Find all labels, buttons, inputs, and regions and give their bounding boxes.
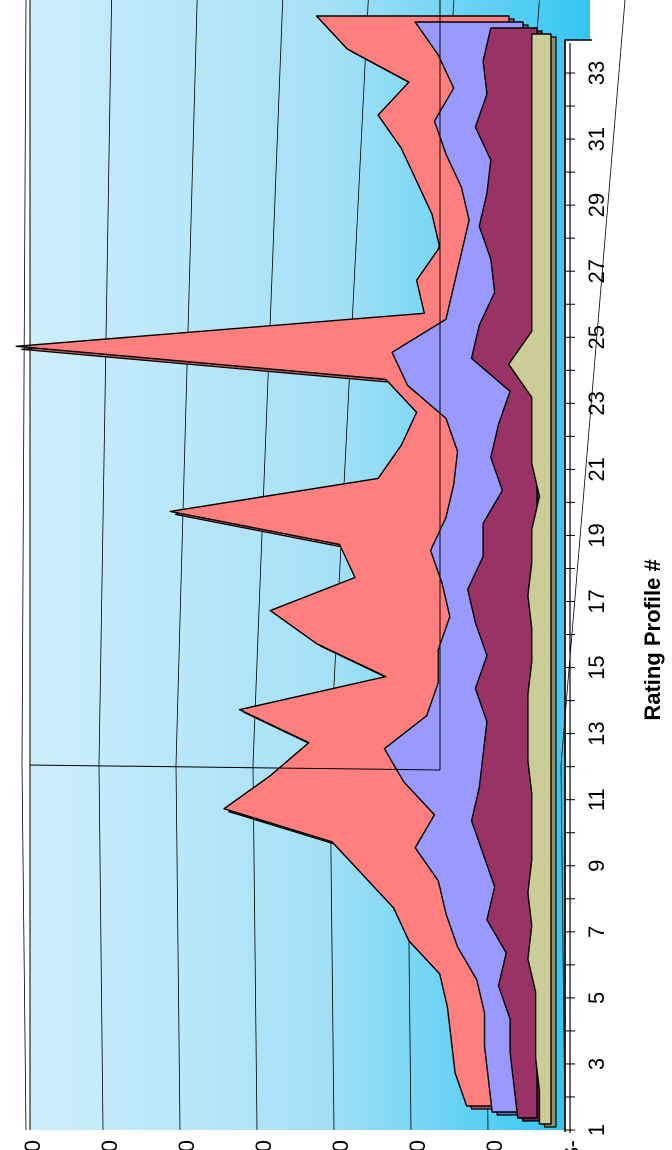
x-tick-label: 9 [584, 860, 609, 872]
x-tick-label: 21 [584, 457, 609, 481]
y-tick-label: $2,000 [405, 1140, 430, 1150]
x-tick-label: 7 [584, 926, 609, 938]
y-gridline-back [175, 0, 198, 766]
y-tick-label: $- [559, 1140, 584, 1150]
y-tick-label: $5,000 [174, 1140, 199, 1150]
series-area [467, 27, 543, 1122]
y-gridline [21, 764, 27, 1131]
y-gridline [175, 764, 181, 1131]
y-tick-label: $6,000 [97, 1140, 122, 1150]
y-gridline-back [560, 0, 626, 766]
y-tick-label: $3,000 [328, 1140, 353, 1150]
plot-frame [29, 0, 592, 1132]
x-tick-label: 29 [584, 193, 609, 217]
x-tick-label: 13 [584, 721, 609, 745]
x-tick-label: 3 [584, 1058, 609, 1070]
x-tick-label: 33 [584, 61, 609, 85]
x-tick-label: 31 [584, 127, 609, 151]
series-area [15, 15, 515, 1110]
x-tick-label: 23 [584, 391, 609, 415]
series-area-face [15, 15, 510, 1107]
x-tick-label: 17 [584, 589, 609, 613]
x-tick-label: 19 [584, 523, 609, 547]
y-tick-label: $7,000 [20, 1140, 45, 1150]
series-area-face [507, 33, 552, 1125]
series-layer [15, 15, 571, 1133]
y-gridline [252, 764, 258, 1131]
x-tick-label: 5 [584, 992, 609, 1004]
series-area-face [467, 27, 538, 1119]
y-axis-ticks: $- $1,000 $2,000 $3,000 $4,000 $5,000 $6,000 $7… [20, 1140, 584, 1150]
x-tick-label: 27 [584, 259, 609, 283]
y-gridline [98, 764, 104, 1131]
x-tick-label: 1 [584, 1124, 609, 1136]
x-tick-label: 25 [584, 325, 609, 349]
x-axis-title: Rating Profile # [640, 559, 665, 720]
x-tick-label: 11 [584, 788, 609, 811]
y-gridline-back [21, 0, 27, 766]
x-tick-label: 15 [584, 655, 609, 679]
y-tick-label: $1,000 [482, 1140, 507, 1150]
y-gridline-back [252, 0, 284, 766]
y-tick-label: $4,000 [251, 1140, 276, 1150]
series-area [507, 33, 557, 1128]
y-gridline-back [98, 0, 112, 766]
